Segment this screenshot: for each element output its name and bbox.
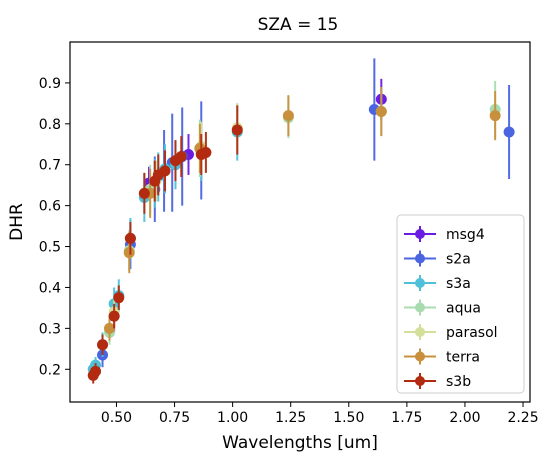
y-tick-label: 0.9 [39, 76, 61, 92]
legend-marker [415, 376, 425, 386]
series-terra [103, 87, 501, 341]
series-msg4 [143, 78, 387, 200]
data-point [90, 365, 102, 377]
legend-label: parasol [446, 325, 498, 341]
legend-label: terra [446, 350, 480, 366]
x-axis-ticks: 0.50 0.75 1.00 1.25 1.50 1.75 2.00 2.25 [101, 402, 539, 426]
data-point [375, 106, 387, 118]
legend-marker [415, 278, 425, 288]
legend-marker [415, 253, 425, 264]
data-point [282, 110, 294, 122]
legend-label: aqua [446, 301, 481, 317]
y-tick-label: 0.3 [39, 321, 61, 337]
y-tick-label: 0.8 [39, 117, 61, 133]
y-tick-label: 0.5 [39, 240, 61, 256]
data-point [97, 339, 109, 351]
data-point [489, 110, 501, 122]
x-tick-label: 0.75 [159, 410, 190, 426]
data-point [138, 187, 150, 199]
data-point [231, 124, 243, 136]
y-tick-label: 0.6 [39, 199, 61, 215]
plot-area: 0.50 0.75 1.00 1.25 1.50 1.75 2.00 2.25 0.20.30… [39, 41, 539, 426]
legend-marker [415, 327, 425, 337]
legend-label: s3a [446, 276, 471, 292]
data-point [175, 151, 187, 163]
legend-label: s2a [446, 252, 471, 268]
legend-marker [415, 351, 425, 362]
data-marks [87, 58, 515, 384]
series-s3b [87, 105, 243, 384]
data-point [124, 232, 136, 244]
data-point [123, 247, 135, 259]
x-tick-label: 2.00 [449, 410, 480, 426]
data-point [503, 126, 515, 138]
x-tick-label: 1.50 [333, 410, 364, 426]
legend: msg4 s2a s3a aqua parasol terra s3b [396, 214, 525, 394]
x-tick-label: 1.00 [217, 410, 248, 426]
legend-label: msg4 [446, 227, 485, 243]
y-tick-label: 0.2 [39, 362, 61, 378]
legend-label: s3b [446, 374, 471, 390]
data-point [108, 310, 120, 322]
x-tick-label: 1.25 [275, 410, 306, 426]
data-point [159, 165, 171, 177]
series-parasol [108, 103, 243, 325]
x-tick-label: 1.75 [391, 410, 422, 426]
y-tick-label: 0.7 [39, 158, 61, 174]
data-point [200, 146, 212, 158]
data-point [103, 322, 115, 334]
legend-marker [415, 302, 425, 313]
x-tick-label: 2.25 [507, 410, 538, 426]
x-axis-label: Wavelengths [um] [222, 433, 378, 453]
data-point [113, 292, 125, 304]
x-tick-label: 0.50 [101, 410, 132, 426]
legend-marker [415, 229, 425, 239]
chart-title: SZA = 15 [258, 15, 339, 35]
axes-frame [69, 41, 531, 403]
y-tick-label: 0.4 [39, 280, 61, 296]
y-axis-ticks: 0.2 0.3 0.4 0.5 0.6 0.7 0.8 0.9 [39, 76, 70, 378]
y-axis-label: DHR [7, 203, 27, 241]
